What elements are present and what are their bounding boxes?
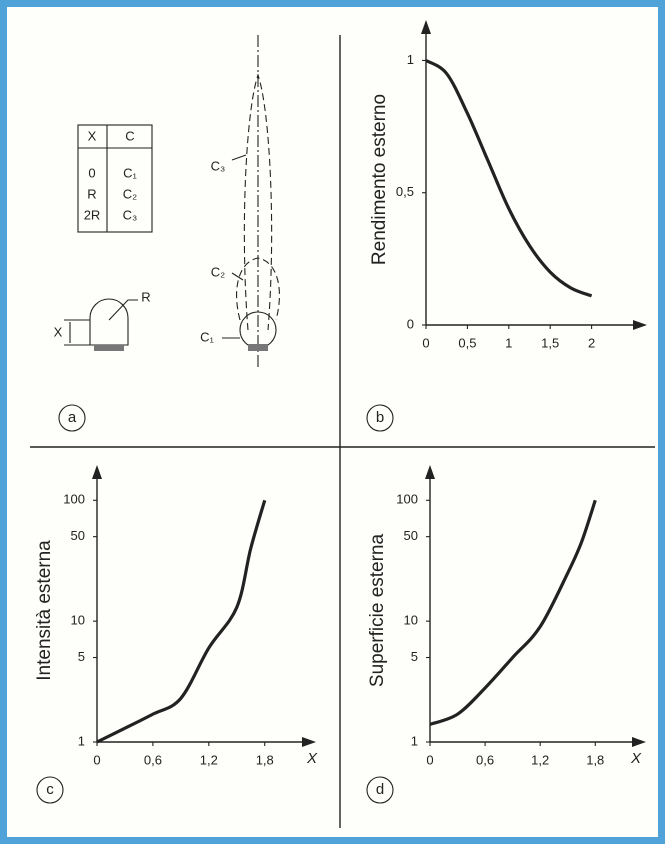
- data-line: [429, 499, 597, 726]
- panel-label: a: [68, 409, 77, 426]
- axis-arrow: [92, 465, 102, 479]
- dimension: [64, 319, 90, 346]
- x-tick-label: 0: [93, 752, 100, 767]
- x-tick-label: 1,8: [256, 752, 274, 767]
- table-cell: C₃: [123, 207, 138, 222]
- y-axis-label: Intensità esterna: [34, 540, 55, 681]
- axis-arrow: [633, 320, 647, 330]
- x-tick-label: 1,2: [531, 752, 549, 767]
- y-tick-label: 10: [404, 613, 418, 628]
- pointer: [108, 299, 138, 321]
- chip: [94, 345, 124, 351]
- table-box: [77, 124, 153, 233]
- y-tick-label: 1: [78, 733, 85, 748]
- table-header: C: [125, 128, 134, 143]
- y-tick-label: 50: [71, 528, 85, 543]
- y-tick-label: 100: [63, 492, 85, 507]
- curve-label: C₂: [211, 264, 225, 279]
- dome-label: R: [141, 289, 150, 304]
- y-axis-label: Superficie esterna: [367, 534, 388, 688]
- panel-badge: [366, 404, 394, 432]
- x-axis-label: X: [306, 750, 318, 767]
- x-tick-label: 1,8: [586, 752, 604, 767]
- panel-label: c: [46, 781, 54, 798]
- panel-badge: [36, 776, 64, 804]
- x-tick-label: 1,5: [541, 335, 559, 350]
- y-tick-label: 0,5: [396, 184, 414, 199]
- table-header: X: [88, 128, 97, 143]
- y-tick-label: 0: [407, 316, 414, 331]
- dome: [89, 298, 129, 346]
- x-axis-label: X: [630, 750, 642, 767]
- curve-label: C₃: [211, 158, 226, 173]
- panel-badge: [58, 404, 86, 432]
- table-cell: 2R: [84, 207, 101, 222]
- dome-label: X: [54, 324, 63, 339]
- x-tick-label: 0,5: [458, 335, 476, 350]
- x-tick-label: 0: [426, 752, 433, 767]
- y-tick-label: 50: [404, 528, 418, 543]
- y-tick-label: 10: [71, 613, 85, 628]
- table-cell: 0: [88, 165, 95, 180]
- axis-arrow: [425, 465, 435, 479]
- x-tick-label: 0,6: [144, 752, 162, 767]
- pointer: [222, 154, 247, 339]
- table-cell: R: [87, 186, 96, 201]
- y-tick-label: 1: [411, 733, 418, 748]
- x-tick-label: 1,2: [200, 752, 218, 767]
- axis-arrow: [632, 737, 646, 747]
- panel-label: d: [376, 781, 384, 798]
- x-tick-label: 2: [588, 335, 595, 350]
- y-tick-label: 100: [396, 492, 418, 507]
- panel-label: b: [376, 409, 384, 426]
- curve-c3: [243, 73, 273, 331]
- data-line: [96, 499, 267, 744]
- y-axis-label: Rendimento esterno: [369, 94, 390, 265]
- curve-c2: [236, 257, 280, 321]
- axis-arrow: [302, 737, 316, 747]
- x-tick-label: 1: [505, 335, 512, 350]
- y-tick-label: 5: [78, 649, 85, 664]
- y-tick-label: 5: [411, 649, 418, 664]
- chip: [248, 344, 268, 351]
- x-tick-label: 0: [422, 335, 429, 350]
- axis-arrow: [421, 20, 431, 34]
- table-cell: C₁: [123, 165, 137, 180]
- table-cell: C₂: [123, 186, 137, 201]
- x-tick-label: 0,6: [476, 752, 494, 767]
- curve-label: C₁: [200, 329, 214, 344]
- panel-badge: [366, 776, 394, 804]
- data-line: [425, 59, 593, 298]
- y-tick-label: 1: [407, 52, 414, 67]
